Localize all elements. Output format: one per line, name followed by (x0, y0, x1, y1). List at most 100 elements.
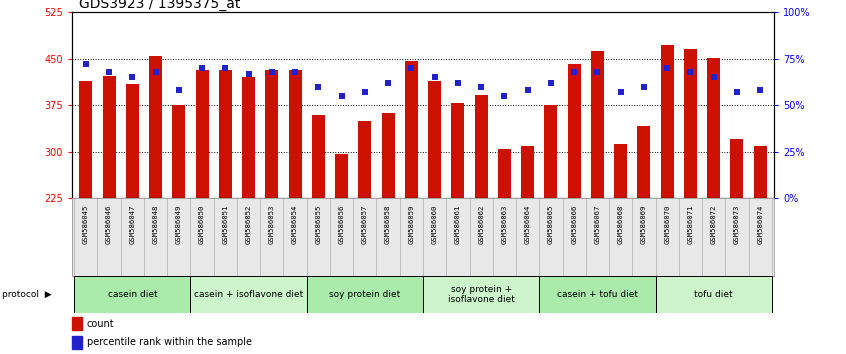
Bar (730, 139, 744, 198)
Bar (656, 276, 772, 313)
Point (125, 75, 139, 80)
Bar (335, 154, 348, 198)
Point (661, 65, 674, 71)
Text: GSM586069: GSM586069 (641, 205, 647, 244)
Bar (638, 126, 651, 198)
Bar (545, 105, 558, 198)
Point (149, 69, 162, 75)
Text: GSM586056: GSM586056 (338, 205, 344, 244)
Bar (312, 115, 325, 198)
Bar (382, 113, 394, 198)
Text: tofu diet: tofu diet (695, 290, 733, 299)
Point (172, 88, 185, 93)
Bar (74, 276, 190, 313)
Point (79, 62, 92, 67)
Text: casein + isoflavone diet: casein + isoflavone diet (194, 290, 303, 299)
Text: GSM586057: GSM586057 (362, 205, 368, 244)
Bar (173, 105, 185, 198)
Point (382, 80, 395, 86)
Text: GSM586053: GSM586053 (269, 205, 275, 244)
Text: GSM586074: GSM586074 (757, 205, 763, 244)
Text: GSM586047: GSM586047 (129, 205, 135, 244)
Bar (288, 70, 301, 198)
Bar (707, 58, 720, 198)
Point (102, 69, 116, 75)
Text: GSM586063: GSM586063 (502, 205, 508, 244)
Text: GSM586060: GSM586060 (431, 205, 437, 244)
Bar (72, 336, 82, 349)
Text: GSM586068: GSM586068 (618, 205, 624, 244)
Point (707, 75, 721, 80)
Text: soy protein diet: soy protein diet (329, 290, 400, 299)
Text: count: count (86, 319, 114, 329)
Text: GSM586051: GSM586051 (222, 205, 228, 244)
Point (428, 75, 442, 80)
Bar (428, 81, 441, 198)
Text: GSM586050: GSM586050 (199, 205, 205, 244)
Point (242, 71, 255, 76)
Point (684, 69, 697, 75)
Point (404, 65, 418, 71)
Text: percentile rank within the sample: percentile rank within the sample (86, 337, 252, 347)
Text: casein + tofu diet: casein + tofu diet (557, 290, 638, 299)
Bar (242, 77, 255, 198)
Bar (190, 276, 307, 313)
Text: GSM586065: GSM586065 (548, 205, 554, 244)
Bar (521, 145, 534, 198)
Text: soy protein +
isoflavone diet: soy protein + isoflavone diet (448, 285, 514, 304)
Text: GSM586070: GSM586070 (664, 205, 670, 244)
Point (288, 69, 302, 75)
Text: casein diet: casein diet (107, 290, 157, 299)
Bar (219, 70, 232, 198)
Bar (405, 61, 418, 198)
Bar (307, 276, 423, 313)
Bar (452, 103, 464, 198)
Text: GSM586058: GSM586058 (385, 205, 391, 244)
Bar (568, 64, 580, 198)
Bar (423, 276, 539, 313)
Text: GSM586062: GSM586062 (478, 205, 484, 244)
Text: GSM586067: GSM586067 (595, 205, 601, 244)
Point (754, 88, 767, 93)
Text: GSM586071: GSM586071 (688, 205, 694, 244)
Bar (591, 51, 604, 198)
Bar (614, 144, 627, 198)
Bar (195, 70, 208, 198)
Point (497, 93, 511, 99)
Point (311, 84, 325, 90)
Text: GSM586055: GSM586055 (316, 205, 321, 244)
Text: GSM586066: GSM586066 (571, 205, 577, 244)
Bar (266, 70, 278, 198)
Point (475, 84, 488, 90)
Text: GSM586064: GSM586064 (525, 205, 530, 244)
Bar (684, 49, 697, 198)
Point (265, 69, 278, 75)
Point (544, 80, 558, 86)
Text: GSM586048: GSM586048 (152, 205, 158, 244)
Text: protocol  ▶: protocol ▶ (2, 290, 52, 299)
Bar (72, 317, 82, 330)
Text: GSM586059: GSM586059 (409, 205, 415, 244)
Text: GSM586073: GSM586073 (733, 205, 740, 244)
Point (218, 65, 232, 71)
Bar (539, 276, 656, 313)
Point (730, 90, 744, 95)
Bar (102, 76, 116, 198)
Bar (754, 145, 766, 198)
Point (521, 88, 535, 93)
Text: GSM586054: GSM586054 (292, 205, 298, 244)
Text: GSM586046: GSM586046 (106, 205, 113, 244)
Point (451, 80, 464, 86)
Text: GDS3923 / 1395375_at: GDS3923 / 1395375_at (79, 0, 240, 11)
Bar (475, 95, 487, 198)
Text: GSM586045: GSM586045 (83, 205, 89, 244)
Text: GSM586072: GSM586072 (711, 205, 717, 244)
Bar (498, 149, 511, 198)
Bar (149, 56, 162, 198)
Text: GSM586052: GSM586052 (245, 205, 251, 244)
Point (358, 90, 371, 95)
Point (591, 69, 604, 75)
Bar (661, 45, 673, 198)
Point (335, 93, 349, 99)
Point (614, 90, 628, 95)
